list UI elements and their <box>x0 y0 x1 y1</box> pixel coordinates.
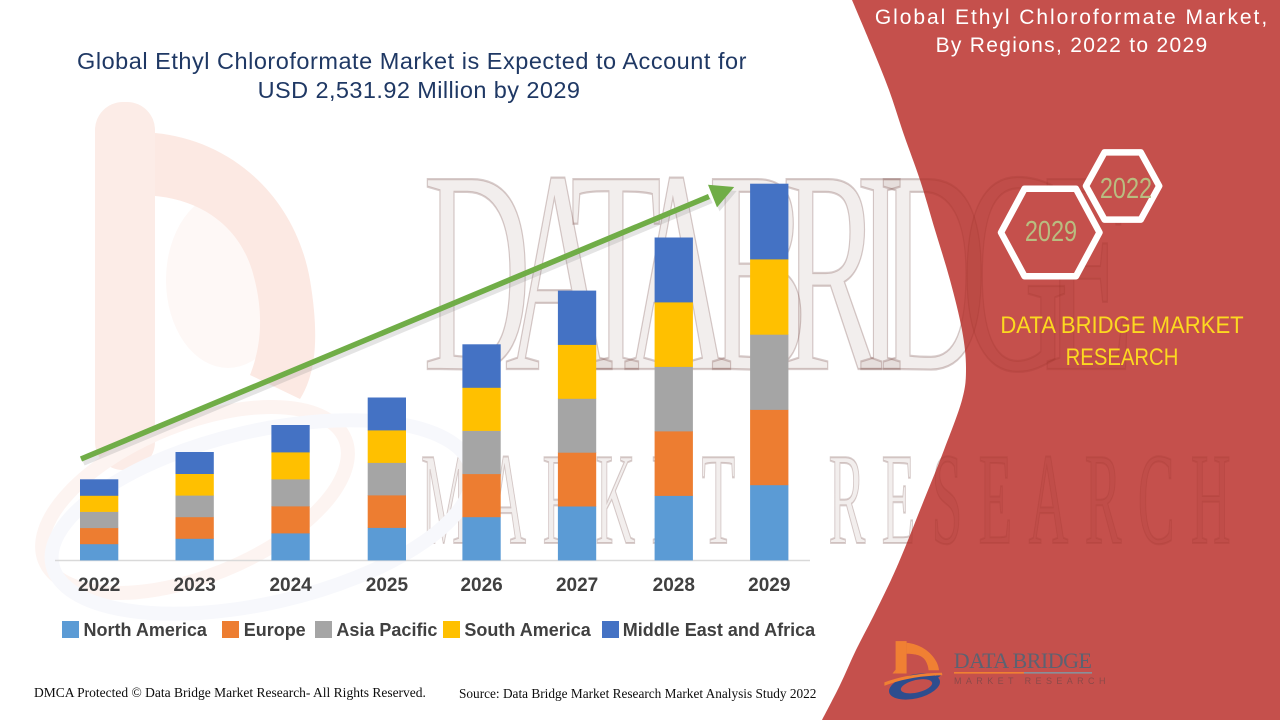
svg-text:MARKET RESEARCH: MARKET RESEARCH <box>954 676 1110 686</box>
svg-text:DATA BRIDGE: DATA BRIDGE <box>954 648 1092 673</box>
